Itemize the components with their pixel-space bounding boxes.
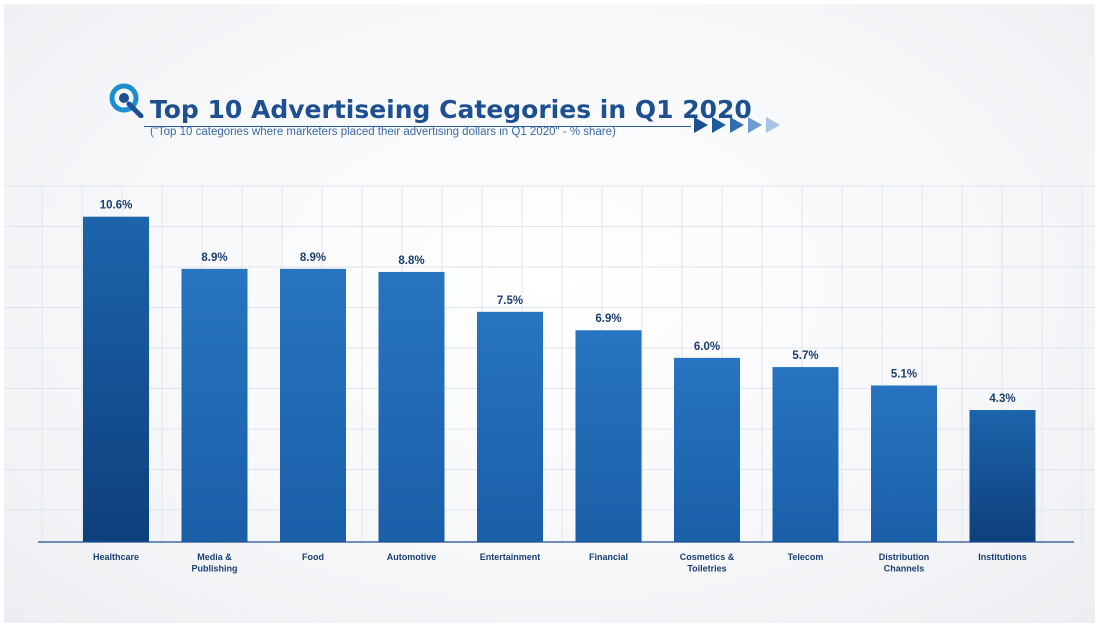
- category-label: Entertainment: [480, 552, 541, 562]
- chart-subtitle: ("Top 10 categories where marketers plac…: [150, 126, 616, 138]
- bar-institutions: [969, 410, 1036, 542]
- category-label: Automotive: [387, 552, 437, 562]
- arrow-4: [748, 117, 762, 133]
- bar-automotive: [378, 271, 445, 542]
- chart-category-labels: Healthcare Media & Publishing Food Automotiv…: [93, 552, 1027, 574]
- bar-cosmetics-toiletries: [674, 357, 740, 542]
- data-label: 8.9%: [201, 252, 227, 264]
- bar-chart: 10.6% 8.9% 8.9% 8.8% 7.5% 6.9% 6.0% 5.7% 5.1% 4.3…: [4, 185, 1095, 574]
- data-label: 6.9%: [595, 313, 621, 325]
- category-label: Distribution Channels: [879, 552, 930, 574]
- data-label: 8.9%: [300, 252, 326, 264]
- arrow-2: [712, 117, 726, 133]
- category-label: Healthcare: [93, 552, 139, 562]
- chart-data-labels: 10.6% 8.9% 8.9% 8.8% 7.5% 6.9% 6.0% 5.7% 5.1% 4.3…: [100, 200, 1016, 405]
- bar-media-publishing: [181, 268, 248, 542]
- arrow-1: [694, 117, 708, 133]
- data-label: 8.8%: [398, 255, 424, 267]
- title-underline: [144, 126, 691, 127]
- data-label: 4.3%: [989, 393, 1015, 405]
- double-chevron-right-icon: [694, 117, 784, 137]
- infographic-canvas: 10.6% 8.9% 8.9% 8.8% 7.5% 6.9% 6.0% 5.7% 5.1% 4.3…: [4, 4, 1095, 623]
- bar-distribution-channels: [871, 385, 937, 542]
- chart-header: Top 10 Advertiseing Categories in Q1 202…: [4, 4, 1095, 184]
- chart-bars: [83, 216, 1036, 543]
- bar-telecom: [772, 367, 839, 542]
- category-label: Institutions: [978, 552, 1027, 562]
- category-label: Financial: [589, 552, 628, 562]
- data-label: 6.0%: [694, 341, 720, 353]
- category-label: Telecom: [788, 552, 824, 562]
- bar-entertainment: [477, 311, 543, 542]
- arrow-5: [766, 117, 780, 133]
- data-label: 10.6%: [100, 200, 133, 212]
- category-label: Food: [302, 552, 324, 562]
- data-label: 7.5%: [497, 295, 523, 307]
- chart-title: Top 10 Advertiseing Categories in Q1 202…: [150, 95, 752, 124]
- bar-food: [280, 268, 346, 542]
- category-label: Media & Publishing: [192, 552, 238, 574]
- data-label: 5.1%: [891, 368, 917, 380]
- q-logo-icon: [109, 83, 144, 118]
- data-label: 5.7%: [792, 350, 818, 362]
- bar-financial: [575, 330, 642, 542]
- arrow-3: [730, 117, 744, 133]
- bar-healthcare: [83, 216, 149, 543]
- category-label: Cosmetics & Toiletries: [680, 552, 735, 574]
